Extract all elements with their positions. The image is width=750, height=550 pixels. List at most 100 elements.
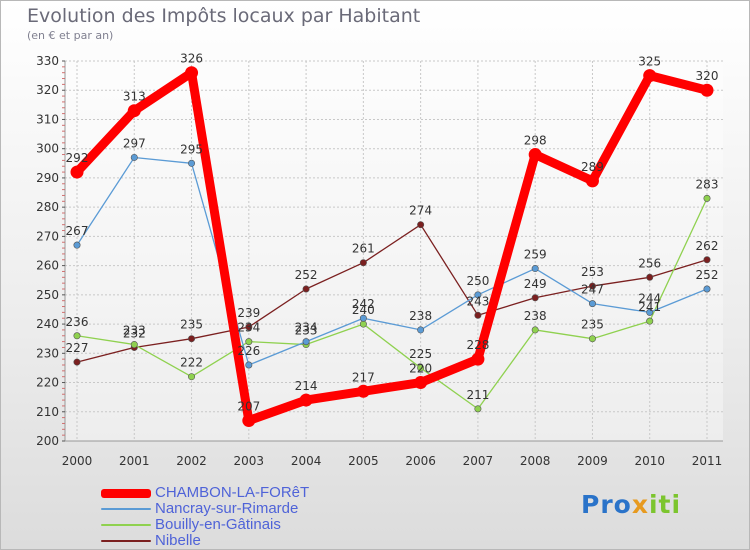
chart-subtitle: (en € et par an) bbox=[27, 29, 114, 42]
data-point-1-2 bbox=[188, 159, 196, 167]
data-label-3-7: 243 bbox=[466, 294, 489, 308]
legend-label-1: Nancray-sur-Rimarde bbox=[155, 500, 299, 517]
data-label-2-7: 211 bbox=[466, 388, 489, 402]
data-label-3-9: 253 bbox=[581, 265, 604, 279]
data-point-0-7 bbox=[471, 352, 485, 366]
data-label-0-1: 313 bbox=[123, 90, 146, 104]
y-tick-label-6: 260 bbox=[36, 259, 59, 273]
data-label-2-9: 235 bbox=[581, 318, 604, 332]
data-point-1-7 bbox=[474, 291, 482, 299]
data-label-2-8: 238 bbox=[524, 309, 547, 323]
x-tick-label-10: 2010 bbox=[634, 454, 665, 468]
data-point-2-8 bbox=[531, 326, 539, 334]
legend-swatch-2 bbox=[101, 524, 151, 526]
y-tick-label-13: 330 bbox=[36, 54, 59, 68]
legend-swatch-1 bbox=[101, 508, 151, 510]
y-tick-label-10: 300 bbox=[36, 142, 59, 156]
x-tick-label-2: 2002 bbox=[176, 454, 207, 468]
data-point-2-3 bbox=[245, 338, 253, 346]
x-tick-label-3: 2003 bbox=[234, 454, 265, 468]
data-label-0-8: 298 bbox=[524, 134, 547, 148]
data-point-0-10 bbox=[643, 69, 657, 83]
proxiti-logo: Proxiti bbox=[581, 490, 681, 519]
data-point-3-3 bbox=[245, 323, 253, 331]
logo-part-iti: iti bbox=[648, 490, 682, 519]
data-point-0-4 bbox=[299, 393, 313, 407]
data-label-2-11: 283 bbox=[696, 177, 719, 191]
data-label-1-3: 226 bbox=[237, 344, 260, 358]
logo-part-pro: Pro bbox=[581, 490, 632, 519]
legend-item-0: CHAMBON-LA-FORêT bbox=[101, 485, 309, 501]
data-label-2-5: 240 bbox=[352, 303, 375, 317]
data-point-2-2 bbox=[188, 373, 196, 381]
y-tick-label-12: 320 bbox=[36, 83, 59, 97]
y-tick-label-5: 250 bbox=[36, 288, 59, 302]
y-tick-label-11: 310 bbox=[36, 112, 59, 126]
legend-item-2: Bouilly-en-Gâtinais bbox=[101, 517, 309, 533]
chart-title: Evolution des Impôts locaux par Habitant bbox=[27, 5, 421, 27]
data-label-3-2: 235 bbox=[180, 318, 203, 332]
data-label-1-2: 295 bbox=[180, 142, 203, 156]
data-label-2-10: 241 bbox=[638, 300, 661, 314]
data-point-1-1 bbox=[130, 153, 138, 161]
y-tick-label-1: 210 bbox=[36, 405, 59, 419]
data-label-1-8: 259 bbox=[524, 248, 547, 262]
x-tick-label-8: 2008 bbox=[520, 454, 551, 468]
data-label-1-9: 247 bbox=[581, 283, 604, 297]
data-label-2-1: 233 bbox=[123, 324, 146, 338]
data-label-0-9: 289 bbox=[581, 160, 604, 174]
legend-swatch-0 bbox=[101, 488, 151, 498]
x-tick-label-0: 2000 bbox=[62, 454, 93, 468]
data-point-3-9 bbox=[588, 282, 596, 290]
data-label-0-3: 207 bbox=[237, 400, 260, 414]
data-label-2-4: 233 bbox=[295, 324, 318, 338]
data-label-3-0: 227 bbox=[66, 341, 89, 355]
data-point-1-10 bbox=[646, 308, 654, 316]
data-point-0-9 bbox=[585, 174, 599, 188]
data-label-1-7: 250 bbox=[466, 274, 489, 288]
data-label-0-10: 325 bbox=[638, 55, 661, 69]
data-point-3-5 bbox=[359, 259, 367, 267]
data-point-2-6 bbox=[417, 364, 425, 372]
x-tick-label-7: 2007 bbox=[463, 454, 494, 468]
y-tick-label-7: 270 bbox=[36, 229, 59, 243]
data-point-0-0 bbox=[70, 165, 84, 179]
legend-label-2: Bouilly-en-Gâtinais bbox=[155, 516, 281, 533]
data-point-2-9 bbox=[588, 335, 596, 343]
data-point-2-7 bbox=[474, 405, 482, 413]
data-point-0-1 bbox=[127, 104, 141, 118]
logo-part-x: x bbox=[631, 490, 649, 519]
data-label-2-6: 225 bbox=[409, 347, 432, 361]
data-point-1-8 bbox=[531, 265, 539, 273]
plot-area bbox=[65, 61, 723, 441]
legend-swatch-3 bbox=[101, 540, 151, 542]
data-label-0-7: 228 bbox=[466, 338, 489, 352]
data-label-3-5: 261 bbox=[352, 242, 375, 256]
data-point-1-6 bbox=[417, 326, 425, 334]
data-point-2-5 bbox=[359, 320, 367, 328]
data-point-3-11 bbox=[703, 256, 711, 264]
data-point-1-5 bbox=[359, 314, 367, 322]
data-point-0-6 bbox=[414, 376, 428, 390]
data-point-1-9 bbox=[588, 300, 596, 308]
data-point-1-4 bbox=[302, 338, 310, 346]
x-tick-label-5: 2005 bbox=[348, 454, 379, 468]
data-point-3-0 bbox=[73, 358, 81, 366]
series-line-2 bbox=[76, 197, 708, 410]
data-label-1-0: 267 bbox=[66, 224, 89, 238]
data-point-2-10 bbox=[646, 317, 654, 325]
data-point-1-3 bbox=[245, 361, 253, 369]
x-tick-label-9: 2009 bbox=[577, 454, 608, 468]
series-line-1 bbox=[76, 156, 708, 366]
series-line-0 bbox=[72, 68, 712, 426]
data-label-3-1: 232 bbox=[123, 326, 146, 340]
data-label-0-11: 320 bbox=[696, 69, 719, 83]
y-tick-label-0: 200 bbox=[36, 434, 59, 448]
y-tick-label-3: 230 bbox=[36, 346, 59, 360]
data-label-0-4: 214 bbox=[295, 379, 318, 393]
data-point-0-5 bbox=[356, 384, 370, 398]
data-label-3-4: 252 bbox=[295, 268, 318, 282]
data-point-2-0 bbox=[73, 332, 81, 340]
